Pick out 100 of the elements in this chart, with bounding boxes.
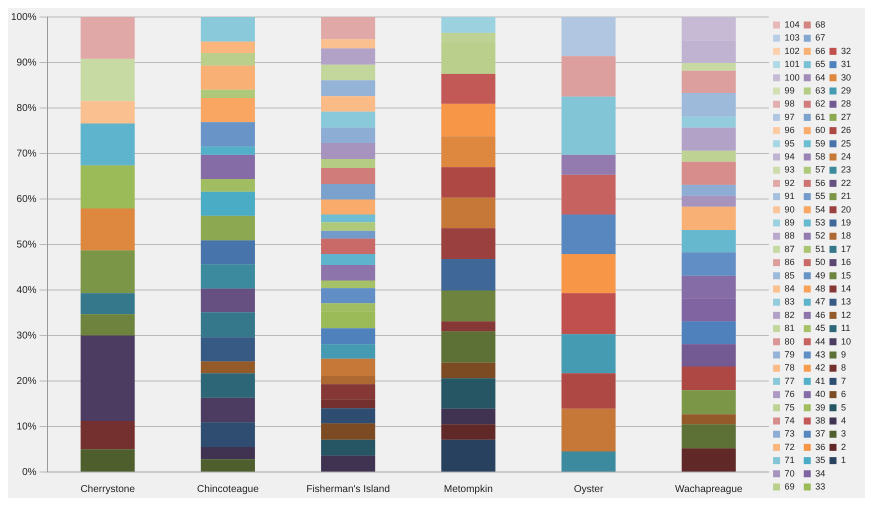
legend-label: 100 [784, 72, 800, 82]
bar [682, 184, 736, 196]
legend-label: 73 [784, 428, 795, 439]
bar [682, 448, 736, 472]
legend-label: 90 [784, 204, 795, 214]
legend-label: 30 [840, 72, 852, 82]
bar [441, 259, 496, 290]
legend-label: 93 [784, 164, 795, 175]
bar [441, 17, 496, 33]
x-tick-label: Oyster [574, 484, 604, 495]
legend-label: 38 [815, 415, 826, 426]
bar [561, 408, 616, 452]
bar [321, 264, 376, 280]
bar [561, 334, 616, 374]
bar [441, 74, 496, 104]
bar [200, 398, 255, 422]
bar [321, 456, 376, 472]
legend-label: 5 [840, 402, 846, 412]
bar [441, 378, 496, 409]
legend-label: 55 [815, 191, 826, 202]
legend-label: 17 [840, 244, 852, 254]
legend-label: 26 [840, 125, 852, 136]
legend-label: 18 [840, 230, 852, 241]
legend-label: 20 [840, 204, 852, 214]
bar [200, 312, 255, 338]
legend-label: 35 [815, 455, 826, 466]
legend-label: 41 [815, 376, 826, 386]
bar [321, 238, 376, 254]
legend-label: 91 [784, 191, 795, 202]
legend-label: 70 [784, 468, 795, 478]
legend-label: 83 [784, 296, 795, 307]
bar [441, 331, 496, 363]
bar [200, 459, 255, 472]
legend-label: 1 [840, 455, 846, 466]
bar [682, 128, 736, 151]
legend-label: 71 [784, 455, 795, 466]
legend-label: 84 [784, 283, 795, 294]
bar [200, 154, 255, 179]
bar [682, 150, 736, 162]
bar [682, 252, 736, 276]
bar [561, 154, 616, 175]
legend-label: 89 [784, 217, 795, 228]
bar [200, 337, 255, 362]
bar [441, 440, 496, 472]
legend-label: 48 [815, 283, 826, 294]
bar [321, 158, 376, 168]
bar [200, 66, 255, 90]
bar [321, 399, 376, 408]
bar [80, 123, 135, 166]
bar [682, 92, 736, 117]
legend-label: 25 [840, 138, 852, 148]
bar [682, 366, 736, 390]
bar [682, 62, 736, 71]
bar [80, 101, 135, 124]
legend-label: 16 [840, 257, 852, 268]
legend-label: 27 [840, 112, 852, 122]
bar [561, 452, 616, 472]
x-tick-label: Wachapreague [675, 484, 743, 495]
legend-label: 29 [840, 85, 852, 96]
legend-label: 49 [815, 270, 826, 280]
x-tick-label: Cherrystone [80, 484, 136, 495]
bar [200, 240, 255, 264]
legend-label: 54 [815, 204, 826, 214]
y-tick-label: 80% [16, 102, 37, 114]
bar [561, 293, 616, 334]
legend-label: 92 [784, 178, 795, 188]
y-tick-label: 0% [22, 466, 37, 478]
bar [80, 314, 135, 336]
legend-label: 79 [784, 349, 795, 360]
legend-label: 86 [784, 257, 795, 268]
bar [200, 446, 255, 460]
bar [321, 440, 376, 456]
legend-label: 52 [815, 230, 826, 241]
legend-label: 7 [840, 376, 846, 386]
legend-label: 94 [784, 151, 795, 162]
legend-label: 47 [815, 296, 826, 307]
legend-label: 11 [840, 323, 850, 334]
legend-label: 58 [815, 151, 826, 162]
y-tick-label: 20% [16, 376, 37, 387]
bar [561, 214, 616, 254]
bar [80, 17, 135, 59]
bar [200, 178, 255, 192]
bar [321, 423, 376, 440]
bar [80, 449, 135, 472]
legend-label: 96 [784, 125, 795, 136]
bar [561, 96, 616, 155]
bar [321, 143, 376, 159]
legend-label: 6 [840, 389, 846, 400]
bar [321, 328, 376, 344]
legend-label: 68 [815, 19, 826, 30]
legend-label: 42 [815, 362, 826, 373]
bar [321, 358, 376, 376]
bar [441, 424, 496, 440]
legend-label: 31 [840, 59, 852, 70]
bar [441, 167, 496, 198]
bar [321, 280, 376, 288]
legend-label: 4 [840, 415, 846, 426]
legend-label: 50 [815, 257, 826, 268]
y-tick-label: 100% [11, 12, 37, 23]
bar [682, 196, 736, 207]
